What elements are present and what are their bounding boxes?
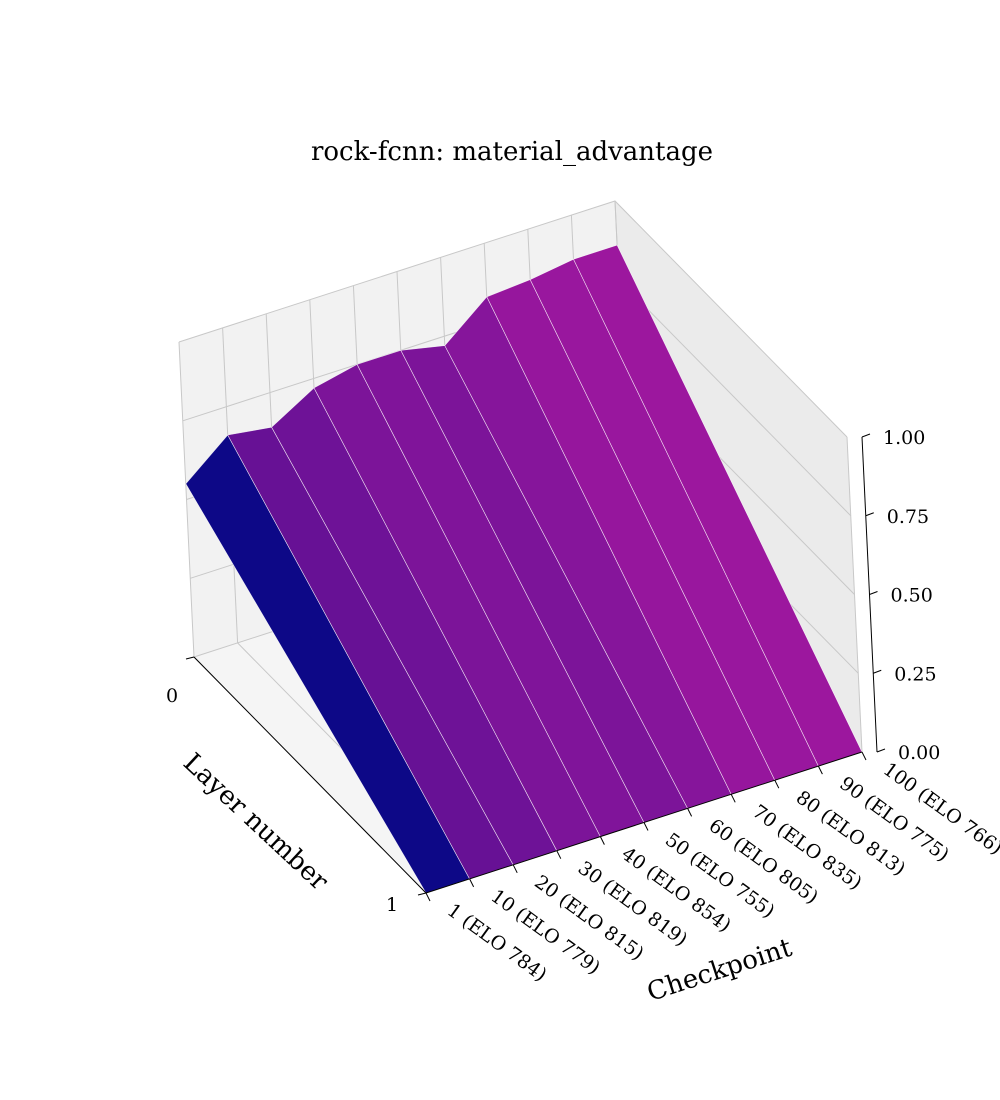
z-tick-label: 1.00: [883, 427, 925, 449]
x-tick: [817, 765, 823, 775]
z-tick: [876, 748, 886, 753]
x-tick: [861, 751, 867, 761]
y-tick: [417, 892, 427, 896]
z-tick-label: 0.25: [894, 663, 936, 685]
x-tick: [730, 794, 736, 803]
y-axis-line: [193, 656, 427, 894]
z-tick: [869, 591, 878, 595]
x-axis-label: Checkpoint: [643, 933, 796, 1008]
y-tick-label: 1: [386, 894, 398, 916]
x-tick: [425, 892, 431, 902]
surface-plot: [185, 244, 863, 894]
x-tick: [556, 850, 562, 859]
x-tick: [643, 822, 649, 831]
chart-title: rock-fcnn: material_advantage: [311, 137, 713, 167]
z-tick-label: 0.50: [891, 585, 933, 607]
x-tick: [599, 836, 605, 845]
x-tick: [687, 808, 693, 817]
y-tick: [185, 656, 195, 660]
z-tick: [865, 512, 874, 517]
z-tick-label: 0.00: [898, 742, 940, 764]
x-tick: [469, 878, 475, 888]
x-tick: [512, 864, 518, 874]
z-tick-label: 0.75: [887, 506, 929, 528]
y-tick-label: 0: [166, 685, 178, 707]
z-tick: [873, 669, 882, 674]
x-tick: [774, 779, 780, 789]
grid-line-layer: [846, 436, 863, 753]
z-tick: [861, 433, 871, 438]
